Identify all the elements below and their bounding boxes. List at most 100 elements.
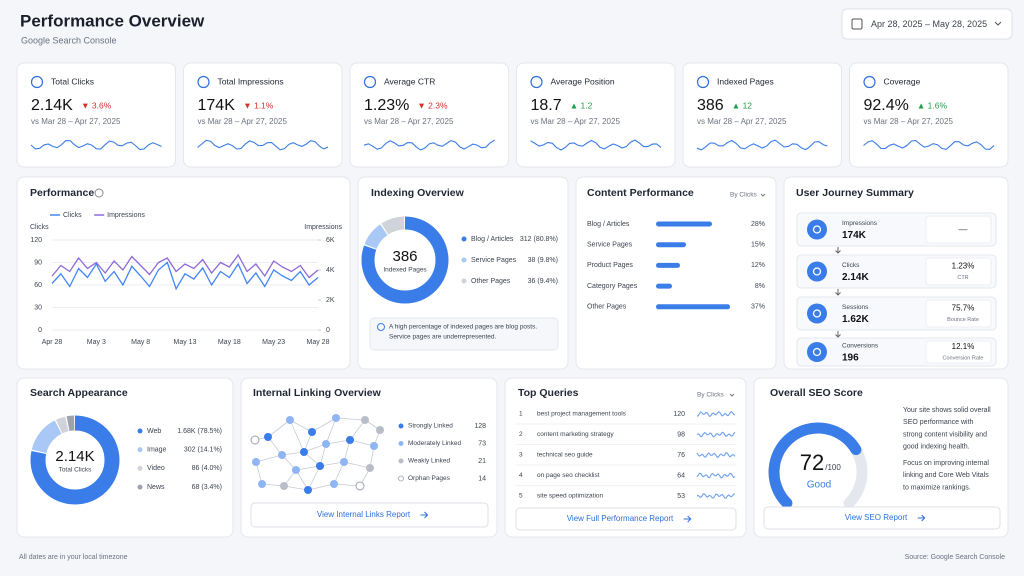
bar-value: 8% bbox=[755, 283, 765, 290]
query-text: content marketing strategy bbox=[537, 431, 614, 438]
legend-value: 86 (4.0%) bbox=[192, 465, 222, 472]
graph-edge bbox=[325, 439, 351, 445]
donut-slice bbox=[361, 216, 449, 304]
bar bbox=[656, 242, 686, 248]
page-subtitle: Google Search Console bbox=[21, 35, 117, 45]
legend-dot bbox=[461, 257, 467, 263]
legend-label: Orphan Pages bbox=[408, 475, 451, 482]
graph-node bbox=[300, 448, 308, 456]
x-tick-label: May 3 bbox=[87, 339, 106, 346]
metric-box bbox=[925, 215, 992, 244]
kpi-sparkline bbox=[363, 139, 495, 151]
graph-node bbox=[346, 436, 354, 444]
button[interactable] bbox=[250, 502, 489, 528]
step-icon bbox=[807, 219, 827, 240]
graph-edge bbox=[289, 419, 313, 433]
card-title: User Journey Summary bbox=[796, 187, 914, 199]
advice-line: Focus on improving internal bbox=[903, 460, 989, 467]
row-label: Category Pages bbox=[587, 283, 638, 290]
metric-box bbox=[925, 340, 992, 364]
query-text: best project management tools bbox=[537, 411, 627, 418]
card-title: Search Appearance bbox=[30, 387, 128, 399]
kpi-icon bbox=[197, 75, 210, 89]
card bbox=[753, 377, 1009, 538]
legend-label: Clicks bbox=[63, 212, 82, 219]
graph-node bbox=[286, 416, 294, 424]
legend-value: 73 bbox=[478, 440, 486, 447]
y2-tick-label: 2K bbox=[326, 297, 335, 304]
card bbox=[16, 377, 234, 538]
graph-node bbox=[252, 458, 260, 466]
chevron bbox=[760, 193, 766, 197]
graph-node bbox=[376, 426, 384, 434]
chevron bbox=[729, 393, 735, 397]
step-glyph bbox=[812, 347, 822, 357]
query-sparkline bbox=[696, 431, 736, 438]
query-clicks: 120 bbox=[673, 411, 685, 418]
graph-node bbox=[340, 458, 348, 466]
note-text: A high percentage of indexed pages are b… bbox=[389, 324, 537, 331]
card-title: Content Performance bbox=[587, 187, 694, 199]
description-line: strong content visibility and bbox=[903, 431, 987, 438]
gauge-value bbox=[768, 422, 862, 509]
kpi-comparison: vs Mar 28 – Apr 27, 2025 bbox=[864, 117, 954, 126]
step-value: 174K bbox=[842, 230, 867, 241]
donut-total: 2.14K bbox=[55, 448, 94, 465]
step-icon bbox=[807, 303, 827, 324]
legend-dot bbox=[137, 484, 143, 490]
legend-label: Impressions bbox=[107, 212, 145, 219]
flow-arrow bbox=[835, 247, 841, 254]
legend-dot bbox=[461, 236, 467, 242]
kpi-icon bbox=[30, 75, 44, 89]
donut-slice bbox=[30, 415, 120, 505]
row-label: Blog / Articles bbox=[587, 221, 630, 228]
kpi-delta: ▲ 1.2 bbox=[570, 100, 593, 110]
x-tick-label: May 18 bbox=[218, 339, 241, 346]
x-tick-label: May 23 bbox=[262, 339, 285, 346]
x-tick-label: May 8 bbox=[131, 339, 150, 346]
legend-value: 36 (9.4%) bbox=[528, 278, 558, 285]
flow-arrow bbox=[835, 331, 841, 338]
step-label: Conversions bbox=[842, 343, 879, 350]
query-rank: 5 bbox=[519, 493, 523, 500]
card bbox=[16, 62, 176, 168]
legend-dot bbox=[461, 278, 467, 284]
card-title: Performance bbox=[30, 187, 94, 199]
graph-edge bbox=[307, 483, 335, 491]
card bbox=[849, 62, 1009, 168]
arrow-icon bbox=[917, 514, 926, 522]
info-icon bbox=[377, 323, 385, 331]
graph-edge bbox=[289, 419, 305, 453]
date-range: Apr 28, 2025 – May 28, 2025 bbox=[871, 19, 987, 29]
y2-tick-label: 0 bbox=[326, 327, 330, 334]
query-clicks: 64 bbox=[677, 472, 685, 479]
card bbox=[682, 62, 842, 168]
axis-title: Clicks bbox=[30, 224, 49, 231]
button[interactable] bbox=[763, 506, 1001, 530]
page-title: Performance Overview bbox=[20, 11, 205, 30]
legend-dot bbox=[398, 441, 404, 446]
query-clicks: 98 bbox=[677, 431, 685, 438]
card bbox=[16, 176, 351, 370]
donut-total-label: Total Clicks bbox=[59, 467, 93, 474]
button[interactable] bbox=[515, 507, 737, 531]
legend-value: 38 (9.8%) bbox=[528, 257, 558, 264]
graph-edge bbox=[349, 419, 366, 441]
kpi-sparkline bbox=[197, 139, 329, 151]
kpi-comparison: vs Mar 28 – Apr 27, 2025 bbox=[697, 117, 787, 126]
step-metric-label: Bounce Rate bbox=[947, 317, 979, 323]
query-sparkline bbox=[696, 452, 736, 458]
step-glyph bbox=[812, 309, 822, 318]
kpi-sparkline bbox=[530, 139, 662, 151]
graph-node bbox=[264, 433, 272, 441]
graph-edge bbox=[283, 485, 309, 491]
arrow-icon bbox=[683, 515, 692, 523]
date-picker[interactable] bbox=[841, 8, 1013, 40]
kpi-comparison: vs Mar 28 – Apr 27, 2025 bbox=[198, 117, 288, 126]
filter-dropdown: By Clicks bbox=[730, 192, 757, 199]
card bbox=[240, 377, 498, 538]
query-text: on page seo checklist bbox=[537, 472, 600, 479]
card bbox=[183, 62, 343, 168]
graph-node bbox=[332, 414, 340, 422]
graph-node bbox=[304, 486, 312, 494]
